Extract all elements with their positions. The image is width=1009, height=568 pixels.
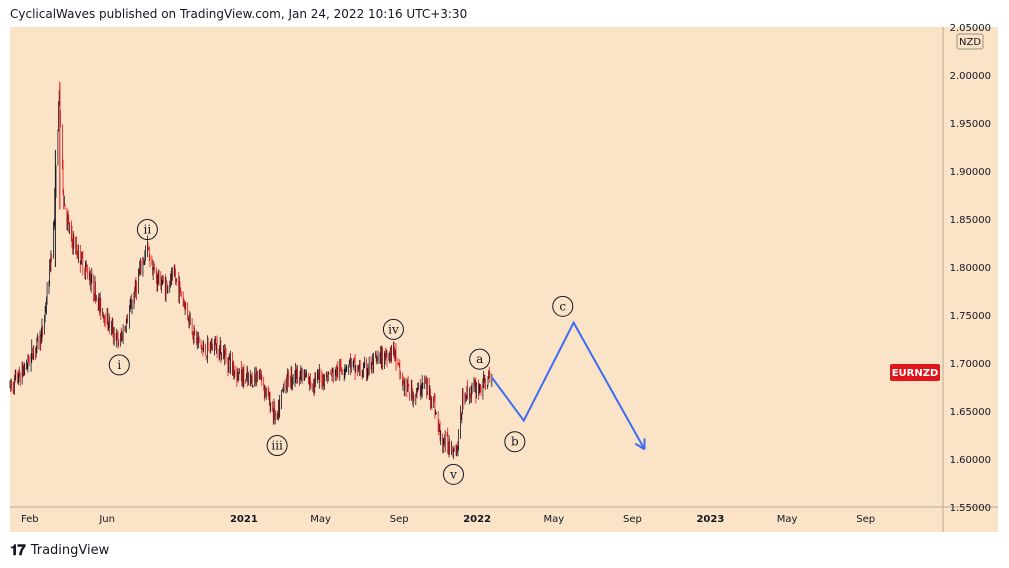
wave-label-i: i bbox=[108, 354, 130, 376]
arrowhead-stroke bbox=[634, 442, 646, 451]
svg-text:iv: iv bbox=[388, 322, 399, 336]
tradingview-logo-icon: 𝟏𝟕 bbox=[10, 541, 26, 559]
candles-group bbox=[9, 81, 493, 460]
time-tick-label: 2022 bbox=[463, 514, 491, 525]
time-axis-ticks: Feb Jun 2021 May Sep 2022 May Sep 2023 May Sep bbox=[21, 514, 875, 525]
price-tick-label: 1.75000 bbox=[950, 311, 991, 322]
price-tick-label: 1.70000 bbox=[950, 359, 991, 370]
svg-text:i: i bbox=[117, 358, 121, 372]
time-axis-background bbox=[10, 507, 998, 532]
time-tick-label: 2023 bbox=[696, 514, 724, 525]
time-tick-label: May bbox=[543, 514, 564, 525]
price-tick-label: 2.00000 bbox=[950, 71, 991, 82]
svg-text:a: a bbox=[476, 352, 483, 366]
svg-text:iii: iii bbox=[271, 439, 283, 453]
wave-label-c: c bbox=[552, 295, 574, 317]
time-tick-label: Jun bbox=[98, 514, 115, 525]
price-axis-background bbox=[943, 27, 998, 507]
svg-text:ii: ii bbox=[144, 223, 152, 237]
wave-label-v: v bbox=[442, 463, 464, 485]
wave-label-iv: iv bbox=[382, 318, 404, 340]
price-tick-label: 1.65000 bbox=[950, 407, 991, 418]
tradingview-logo-text: TradingView bbox=[30, 542, 110, 558]
wave-label-ii: ii bbox=[136, 219, 158, 241]
time-tick-label: Sep bbox=[390, 514, 409, 525]
currency-label-box: NZD bbox=[956, 33, 984, 50]
time-tick-label: 2021 bbox=[230, 514, 258, 525]
publish-header: CyclicalWaves published on TradingView.c… bbox=[10, 7, 468, 21]
wave-label-b: b bbox=[504, 431, 526, 453]
projection-arrowhead bbox=[634, 438, 646, 451]
tradingview-logo[interactable]: 𝟏𝟕 TradingView bbox=[10, 541, 109, 559]
price-tick-label: 1.90000 bbox=[950, 167, 991, 178]
price-axis-ticks: 2.05000 2.00000 1.95000 1.90000 1.85000 1.800… bbox=[950, 23, 991, 514]
price-tick-label: 2.05000 bbox=[950, 23, 991, 34]
symbol-badge[interactable]: EURNZD bbox=[890, 364, 940, 381]
svg-text:v: v bbox=[449, 467, 457, 481]
time-tick-label: Feb bbox=[21, 514, 39, 525]
time-tick-label: May bbox=[310, 514, 331, 525]
symbol-badge-label: EURNZD bbox=[892, 368, 939, 379]
time-tick-label: Sep bbox=[623, 514, 642, 525]
projection-line bbox=[491, 320, 646, 450]
price-tick-label: 1.85000 bbox=[950, 215, 991, 226]
svg-text:c: c bbox=[559, 299, 566, 313]
time-tick-label: May bbox=[777, 514, 798, 525]
wave-label-a: a bbox=[469, 348, 491, 370]
currency-label: NZD bbox=[959, 37, 981, 48]
wave-label-iii: iii bbox=[266, 435, 288, 457]
svg-text:b: b bbox=[511, 435, 519, 449]
time-tick-label: Sep bbox=[856, 514, 875, 525]
price-tick-label: 1.55000 bbox=[950, 503, 991, 514]
price-tick-label: 1.80000 bbox=[950, 263, 991, 274]
chart-background bbox=[10, 27, 943, 507]
price-tick-label: 1.60000 bbox=[950, 455, 991, 466]
price-tick-label: 1.95000 bbox=[950, 119, 991, 130]
